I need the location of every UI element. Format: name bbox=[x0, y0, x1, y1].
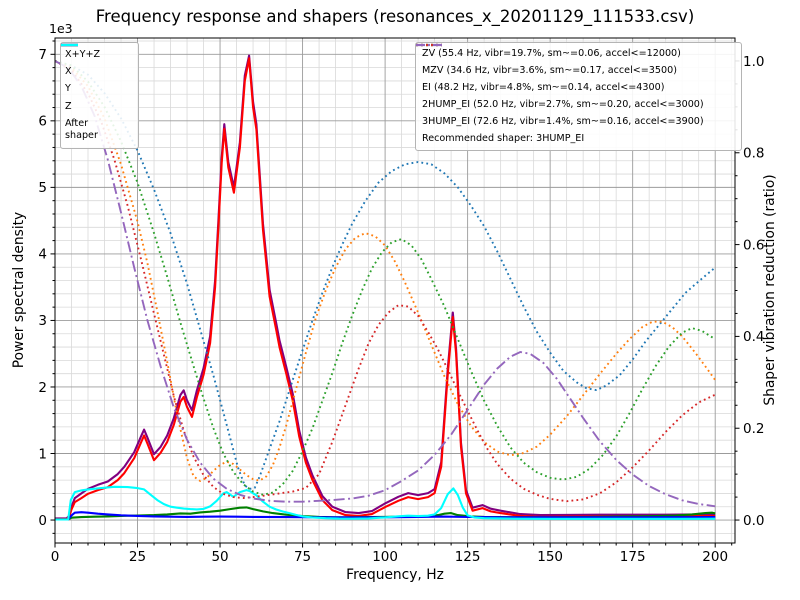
legend-item: MZV (34.6 Hz, vibr=3.6%, sm~=0.17, accel… bbox=[416, 43, 735, 77]
legend-label: Z bbox=[65, 100, 72, 112]
y-axis-left-label: Power spectral density bbox=[11, 211, 27, 369]
tick-label: 50 bbox=[211, 549, 228, 565]
series-x-group bbox=[55, 57, 716, 521]
tick-label: 5 bbox=[38, 180, 47, 196]
series-z-group bbox=[55, 511, 716, 521]
tick-label: 3 bbox=[38, 313, 47, 329]
legend-item: After shaper bbox=[61, 43, 134, 142]
legend-psd: X+Y+Z X Y Z After shaper bbox=[60, 42, 139, 149]
series-3hump-ei-group bbox=[54, 60, 716, 508]
series-x bbox=[55, 57, 716, 521]
tick-label: 0 bbox=[38, 513, 47, 529]
legend-label: Y bbox=[65, 83, 71, 95]
tick-labels: 0 25 50 75 100 125 150 175 200 0 1 2 3 4 5 6 7 0.0 0.2 0.4 0… bbox=[38, 47, 764, 565]
chart-title: Frequency response and shapers (resonanc… bbox=[95, 7, 695, 26]
legend-label: 3HUMP_EI (72.6 Hz, vibr=1.4%, sm~=0.16, … bbox=[422, 115, 704, 127]
series-2hump-ei-group bbox=[54, 60, 716, 503]
y-axis-scale-offset: 1e3 bbox=[49, 21, 73, 36]
tick-label: 125 bbox=[455, 549, 481, 565]
tick-label: 0.2 bbox=[743, 421, 764, 437]
series-zv-group bbox=[54, 60, 716, 490]
tick-label: 1.0 bbox=[743, 54, 764, 70]
legend-label: MZV (34.6 Hz, vibr=3.6%, sm~=0.17, accel… bbox=[422, 65, 677, 77]
tick-label: 200 bbox=[702, 549, 728, 565]
grid-minor bbox=[55, 38, 735, 543]
tick-label: 0.8 bbox=[743, 146, 764, 162]
legend-item: Y bbox=[61, 43, 134, 95]
tick-label: 150 bbox=[537, 549, 563, 565]
series-ei-group bbox=[54, 60, 716, 496]
tick-label: 175 bbox=[620, 549, 646, 565]
legend-item: X bbox=[61, 43, 134, 78]
legend-label: 2HUMP_EI (52.0 Hz, vibr=2.7%, sm~=0.20, … bbox=[422, 98, 704, 110]
legend-item: X+Y+Z bbox=[61, 43, 134, 61]
series-z bbox=[55, 511, 716, 521]
legend-item: 3HUMP_EI (72.6 Hz, vibr=1.4%, sm~=0.16, … bbox=[416, 43, 735, 128]
line-sample-icon bbox=[416, 43, 442, 47]
series-after-shaper-group bbox=[55, 485, 716, 521]
tick-label: 0.0 bbox=[743, 513, 764, 529]
legend-item: ZV (55.4 Hz, vibr=19.7%, sm~=0.06, accel… bbox=[416, 43, 735, 60]
tick-label: 1 bbox=[38, 446, 47, 462]
tick-label: 6 bbox=[38, 114, 47, 130]
series-3hump-ei bbox=[54, 60, 716, 508]
series-2hump-ei bbox=[54, 60, 716, 503]
tick-label: 75 bbox=[294, 549, 311, 565]
legend-item: 2HUMP_EI (52.0 Hz, vibr=2.7%, sm~=0.20, … bbox=[416, 43, 735, 111]
tick-label: 0.4 bbox=[743, 329, 764, 345]
line-sample-blank bbox=[416, 43, 442, 47]
series-after-shaper bbox=[55, 485, 716, 521]
legend-label: Recommended shaper: 3HUMP_EI bbox=[422, 132, 585, 144]
tick-label: 25 bbox=[129, 549, 146, 565]
legend-shapers: ZV (55.4 Hz, vibr=19.7%, sm~=0.06, accel… bbox=[415, 42, 742, 151]
series-zv bbox=[54, 60, 716, 490]
legend-label: X bbox=[65, 66, 72, 78]
series-ei bbox=[54, 60, 716, 496]
tick-label: 7 bbox=[38, 47, 47, 63]
y-axis-right-label: Shaper vibration reduction (ratio) bbox=[762, 174, 778, 406]
tick-label: 2 bbox=[38, 380, 47, 396]
legend-label: X+Y+Z bbox=[65, 48, 101, 60]
line-sample-icon bbox=[61, 43, 78, 47]
tick-label: 0 bbox=[51, 549, 60, 565]
legend-item: EI (48.2 Hz, vibr=4.8%, sm~=0.14, accel<… bbox=[416, 43, 735, 94]
legend-label: After shaper bbox=[65, 118, 98, 142]
legend-item: Z bbox=[61, 43, 134, 113]
tick-label: 4 bbox=[38, 247, 47, 263]
tick-label: 0.6 bbox=[743, 237, 764, 253]
axes-frame bbox=[50, 37, 740, 548]
legend-item-recommended: Recommended shaper: 3HUMP_EI bbox=[422, 133, 735, 145]
legend-label: EI (48.2 Hz, vibr=4.8%, sm~=0.14, accel<… bbox=[422, 82, 665, 94]
tick-label: 100 bbox=[372, 549, 398, 565]
x-axis-label: Frequency, Hz bbox=[346, 567, 444, 583]
legend-label: ZV (55.4 Hz, vibr=19.7%, sm~=0.06, accel… bbox=[422, 48, 681, 60]
